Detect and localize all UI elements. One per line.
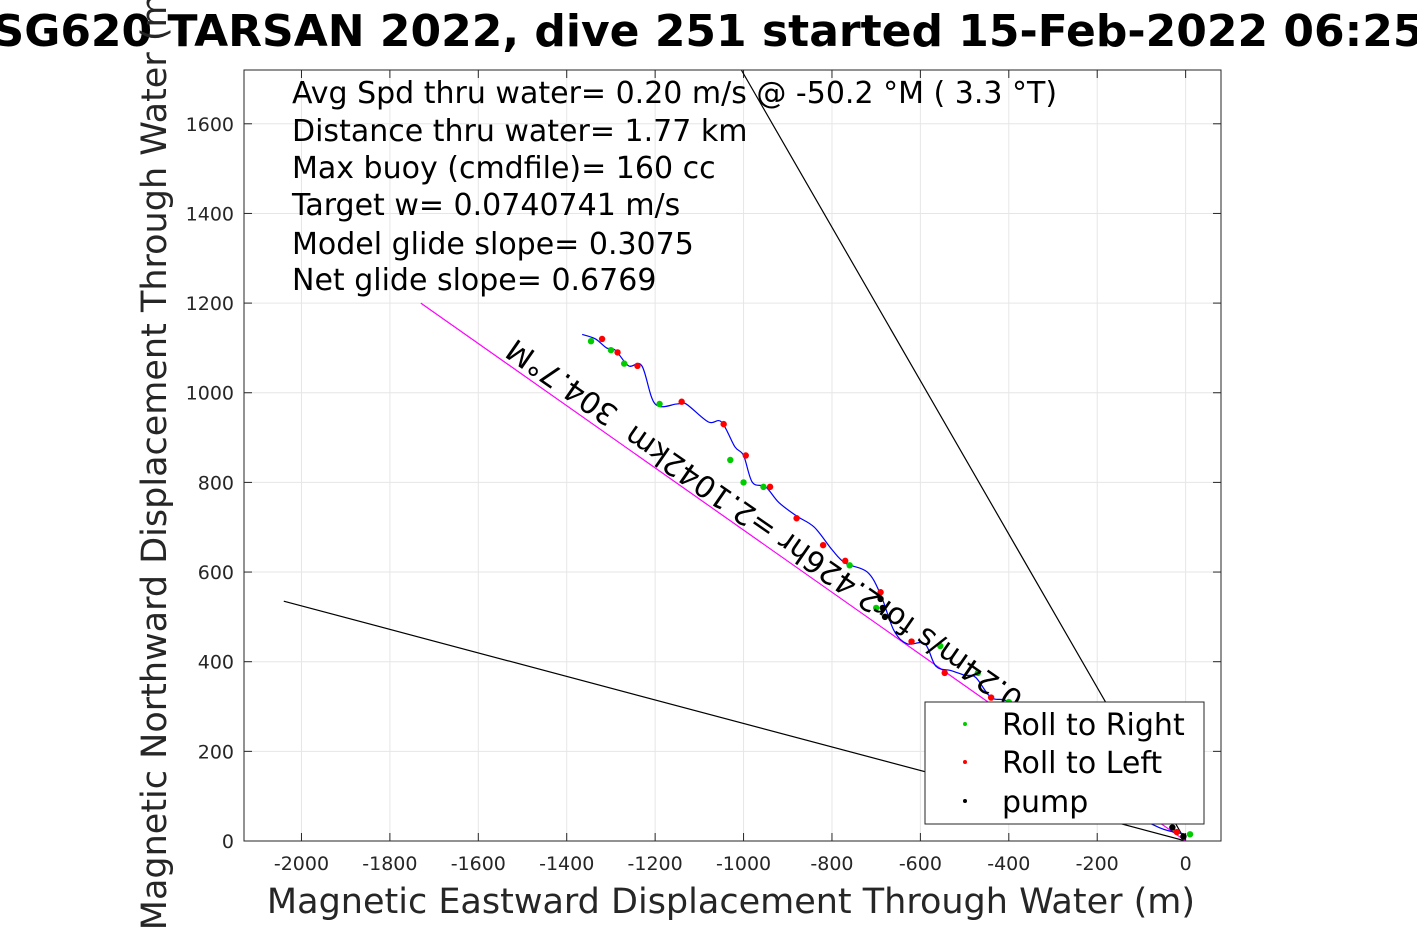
- x-tick-label: -400: [987, 853, 1030, 875]
- x-tick-label: -1200: [628, 853, 683, 875]
- roll-left-marker: [842, 557, 849, 565]
- legend: Roll to Right Roll to Left pump: [924, 701, 1205, 825]
- annotation-net-glide-slope: Net glide slope= 0.6769: [292, 263, 656, 298]
- x-tick-label: -1000: [716, 853, 771, 875]
- pump-marker: [879, 604, 887, 612]
- legend-marker-pump: [963, 799, 967, 803]
- y-tick-label: 400: [198, 652, 234, 674]
- x-tick-label: 0: [1180, 853, 1192, 875]
- roll-left-marker: [766, 483, 774, 491]
- pump-marker: [1169, 824, 1176, 831]
- y-tick-label: 800: [198, 472, 234, 494]
- x-tick-label: -1800: [362, 853, 417, 875]
- roll-left-marker: [678, 398, 685, 405]
- x-tick-label: -600: [899, 853, 942, 875]
- y-tick-label: 200: [198, 741, 234, 763]
- roll-left-marker: [819, 541, 827, 549]
- roll-right-marker: [727, 456, 734, 464]
- y-tick-label: 1600: [186, 114, 234, 136]
- roll-right-marker: [937, 642, 944, 650]
- roll-right-marker: [740, 479, 747, 486]
- roll-right-marker: [760, 483, 767, 491]
- legend-marker-roll-left: [963, 760, 967, 764]
- roll-right-marker: [872, 604, 880, 612]
- roll-right-marker: [656, 400, 663, 408]
- y-tick-label: 1400: [186, 203, 234, 225]
- chart-title: SG620 TARSAN 2022, dive 251 started 15-F…: [0, 6, 1417, 57]
- roll-left-marker: [598, 335, 606, 343]
- y-tick-label: 1000: [186, 383, 234, 405]
- pump-marker: [1180, 833, 1187, 840]
- y-tick-label: 0: [222, 831, 234, 853]
- roll-right-marker: [620, 360, 628, 367]
- roll-left-marker: [908, 638, 915, 645]
- roll-right-marker: [587, 337, 595, 345]
- y-axis-label: Magnetic Northward Displacement Through …: [135, 0, 175, 930]
- roll-left-marker: [877, 589, 884, 596]
- legend-label-roll-left: Roll to Left: [1002, 746, 1162, 781]
- x-tick-label: -1600: [451, 853, 506, 875]
- legend-label-roll-right: Roll to Right: [1002, 708, 1185, 743]
- axes-box: [243, 69, 1222, 842]
- roll-left-marker: [793, 515, 800, 522]
- annotation-distance: Distance thru water= 1.77 km: [292, 114, 747, 149]
- pump-marker: [881, 613, 889, 621]
- annotation-max-buoy: Max buoy (cmdfile)= 160 cc: [292, 151, 716, 186]
- roll-right-marker: [974, 669, 982, 677]
- annotation-avg-speed: Avg Spd thru water= 0.20 m/s @ -50.2 °M …: [292, 76, 1057, 111]
- y-tick-label: 600: [198, 562, 234, 584]
- annotation-target-w: Target w= 0.0740741 m/s: [291, 188, 680, 223]
- roll-right-marker: [846, 562, 853, 569]
- x-tick-label: -2000: [274, 853, 329, 875]
- roll-left-marker: [987, 694, 995, 701]
- annotation-block: Avg Spd thru water= 0.20 m/s @ -50.2 °M …: [291, 76, 1057, 298]
- legend-marker-roll-right: [963, 722, 967, 726]
- legend-box: [924, 701, 1205, 825]
- x-tick-label: -1400: [539, 853, 594, 875]
- roll-left-marker: [742, 452, 749, 459]
- roll-left-marker: [720, 420, 727, 428]
- legend-label-pump: pump: [1002, 785, 1088, 820]
- roll-left-marker: [614, 349, 621, 356]
- annotation-model-glide-slope: Model glide slope= 0.3075: [292, 227, 694, 262]
- ticks: -2000 -1800 -1600 -1400 -1200 -1000 -800 -600 -4…: [186, 70, 1221, 875]
- roll-right-marker: [1186, 831, 1194, 838]
- roll-left-marker: [1173, 828, 1180, 836]
- x-tick-label: -800: [810, 853, 853, 875]
- y-tick-label: 1200: [186, 293, 234, 315]
- roll-left-marker: [941, 669, 948, 677]
- x-tick-label: -200: [1076, 853, 1119, 875]
- roll-left-marker: [634, 362, 641, 370]
- roll-right-marker: [607, 346, 615, 354]
- x-axis-label: Magnetic Eastward Displacement Through W…: [267, 882, 1195, 922]
- pump-marker: [877, 595, 884, 603]
